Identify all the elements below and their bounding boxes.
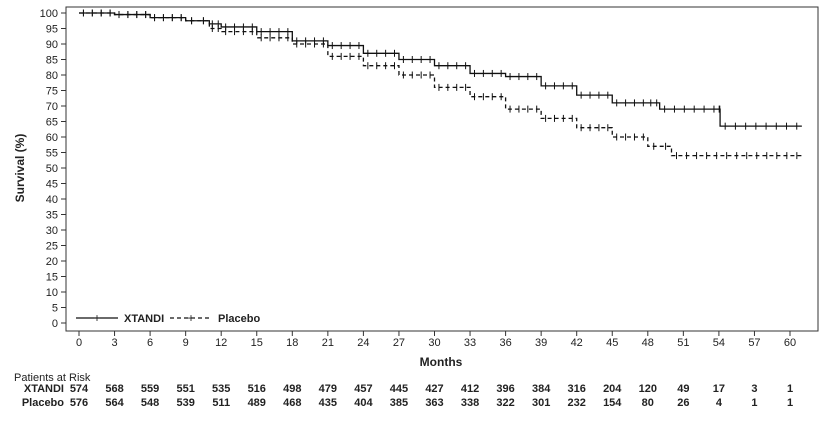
risk-value: 301	[532, 397, 550, 409]
y-axis-label: Survival (%)	[13, 134, 27, 203]
risk-value: 457	[354, 383, 372, 395]
y-tick-label: 15	[46, 272, 58, 284]
y-tick-label: 5	[52, 303, 58, 315]
risk-value: 412	[461, 383, 479, 395]
risk-value: 232	[568, 397, 586, 409]
x-tick-label: 60	[784, 337, 796, 349]
x-tick-label: 15	[251, 337, 263, 349]
x-axis-label: Months	[420, 355, 463, 369]
legend-xtandi-mark: +	[93, 311, 100, 325]
risk-value: 316	[568, 383, 586, 395]
risk-value: 80	[642, 397, 654, 409]
risk-value: 539	[176, 397, 194, 409]
y-tick-label: 20	[46, 256, 58, 268]
y-tick-label: 95	[46, 24, 58, 36]
y-tick-label: 35	[46, 210, 58, 222]
risk-value: 1	[787, 383, 793, 395]
risk-value: 49	[677, 383, 689, 395]
risk-value: 551	[176, 383, 194, 395]
x-tick-label: 42	[571, 337, 583, 349]
x-tick-label: 54	[713, 337, 725, 349]
plot-frame	[65, 6, 819, 332]
risk-value: 338	[461, 397, 479, 409]
legend: + XTANDI + Placebo	[76, 311, 260, 325]
x-tick-label: 12	[215, 337, 227, 349]
risk-value: 568	[105, 383, 123, 395]
y-tick-label: 90	[46, 39, 58, 51]
risk-value: 498	[283, 383, 301, 395]
x-tick-label: 36	[499, 337, 511, 349]
risk-value: 120	[639, 383, 657, 395]
y-tick-label: 65	[46, 117, 58, 129]
y-tick-label: 50	[46, 163, 58, 175]
x-tick-label: 21	[322, 337, 334, 349]
y-tick-label: 55	[46, 148, 58, 160]
risk-value: 17	[713, 383, 725, 395]
x-tick-label: 51	[677, 337, 689, 349]
x-tick-label: 9	[183, 337, 189, 349]
y-tick-label: 45	[46, 179, 58, 191]
risk-value: 26	[677, 397, 689, 409]
risk-value: 427	[425, 383, 443, 395]
x-tick-label: 18	[286, 337, 298, 349]
x-tick-label: 45	[606, 337, 618, 349]
y-tick-label: 60	[46, 132, 58, 144]
y-tick-label: 40	[46, 194, 58, 206]
risk-value: 363	[425, 397, 443, 409]
y-tick-label: 100	[40, 8, 58, 20]
x-tick-label: 57	[748, 337, 760, 349]
risk-value: 1	[751, 397, 757, 409]
x-tick-label: 39	[535, 337, 547, 349]
x-tick-label: 30	[428, 337, 440, 349]
x-tick-label: 0	[76, 337, 82, 349]
risk-value: 576	[70, 397, 88, 409]
x-tick-label: 33	[464, 337, 476, 349]
curve-xtandi	[79, 12, 802, 127]
risk-row-label: XTANDI	[24, 383, 64, 395]
y-tick-label: 70	[46, 101, 58, 113]
risk-value: 548	[141, 397, 159, 409]
risk-value: 468	[283, 397, 301, 409]
risk-value: 322	[496, 397, 514, 409]
legend-placebo-label: Placebo	[218, 313, 260, 325]
x-tick-label: 27	[393, 337, 405, 349]
risk-value: 535	[212, 383, 230, 395]
risk-value: 3	[751, 383, 757, 395]
risk-value: 1	[787, 397, 793, 409]
risk-row-label: Placebo	[22, 397, 64, 409]
curve-placebo	[79, 12, 802, 157]
y-tick-label: 30	[46, 225, 58, 237]
x-tick-label: 24	[357, 337, 369, 349]
risk-value: 154	[603, 397, 622, 409]
risk-value: 445	[390, 383, 408, 395]
risk-value: 559	[141, 383, 159, 395]
legend-xtandi-label: XTANDI	[124, 313, 164, 325]
x-tick-label: 3	[111, 337, 117, 349]
y-tick-label: 25	[46, 241, 58, 253]
y-tick-label: 0	[52, 318, 58, 330]
risk-value: 516	[248, 383, 266, 395]
legend-placebo-mark: +	[187, 311, 194, 325]
y-tick-label: 75	[46, 86, 58, 98]
risk-value: 385	[390, 397, 408, 409]
x-tick-label: 48	[642, 337, 654, 349]
risk-value: 404	[354, 397, 373, 409]
risk-value: 396	[496, 383, 514, 395]
risk-table-title: Patients at Risk	[14, 372, 91, 384]
risk-value: 384	[532, 383, 551, 395]
risk-value: 511	[212, 397, 230, 409]
risk-value: 489	[248, 397, 266, 409]
risk-value: 4	[716, 397, 723, 409]
risk-value: 204	[603, 383, 622, 395]
y-tick-label: 80	[46, 70, 58, 82]
risk-value: 479	[319, 383, 337, 395]
risk-value: 435	[319, 397, 337, 409]
risk-value: 574	[70, 383, 89, 395]
risk-value: 564	[105, 397, 124, 409]
x-tick-label: 6	[147, 337, 153, 349]
y-tick-label: 10	[46, 287, 58, 299]
y-tick-label: 85	[46, 55, 58, 67]
